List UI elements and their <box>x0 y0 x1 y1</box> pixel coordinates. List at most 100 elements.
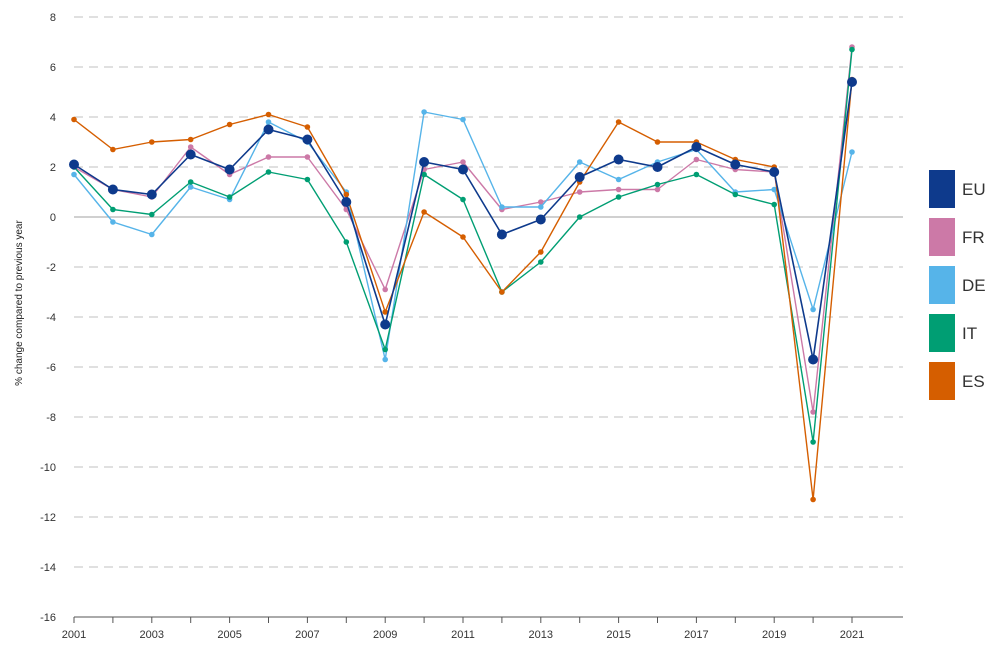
data-point-es[interactable] <box>149 139 155 145</box>
data-point-es[interactable] <box>654 139 661 145</box>
data-point-it[interactable] <box>187 179 194 185</box>
x-tick-label: 2019 <box>762 629 786 641</box>
data-point-de[interactable] <box>382 356 389 363</box>
data-point-eu[interactable] <box>419 157 430 167</box>
data-point-eu[interactable] <box>808 354 819 365</box>
data-point-de[interactable] <box>265 119 272 125</box>
legend-item-fr[interactable]: FR <box>929 218 985 256</box>
data-point-de[interactable] <box>849 149 855 155</box>
data-point-es[interactable] <box>226 121 233 128</box>
x-tick-label: 2005 <box>217 629 241 641</box>
series-it <box>71 46 855 445</box>
data-point-eu[interactable] <box>652 162 663 172</box>
data-point-eu[interactable] <box>769 167 780 177</box>
data-point-it[interactable] <box>615 194 622 200</box>
data-point-es[interactable] <box>538 249 544 255</box>
data-point-it[interactable] <box>226 194 233 200</box>
data-point-de[interactable] <box>576 159 583 165</box>
data-point-es[interactable] <box>615 119 622 125</box>
data-point-eu[interactable] <box>458 164 468 175</box>
data-point-fr[interactable] <box>654 186 661 193</box>
data-point-eu[interactable] <box>302 134 313 145</box>
data-point-fr[interactable] <box>265 154 272 160</box>
data-point-it[interactable] <box>265 169 272 175</box>
data-point-fr[interactable] <box>538 199 544 205</box>
data-point-eu[interactable] <box>613 154 624 165</box>
data-point-es[interactable] <box>499 289 505 295</box>
data-point-it[interactable] <box>849 46 855 53</box>
data-point-eu[interactable] <box>380 319 391 330</box>
data-point-eu[interactable] <box>224 164 235 175</box>
data-point-es[interactable] <box>343 191 350 198</box>
data-point-es[interactable] <box>382 309 389 315</box>
data-point-it[interactable] <box>771 201 777 208</box>
data-point-fr[interactable] <box>382 286 389 293</box>
data-point-it[interactable] <box>810 439 816 445</box>
legend-item-eu[interactable]: EU <box>929 170 986 208</box>
data-point-de[interactable] <box>71 171 77 178</box>
data-point-eu[interactable] <box>535 214 546 225</box>
data-point-eu[interactable] <box>574 172 585 182</box>
data-point-it[interactable] <box>654 181 661 188</box>
data-point-it[interactable] <box>576 214 583 220</box>
data-point-de[interactable] <box>187 184 194 190</box>
data-point-eu[interactable] <box>730 159 741 170</box>
data-point-de[interactable] <box>149 231 155 238</box>
data-point-fr[interactable] <box>693 156 700 163</box>
data-point-eu[interactable] <box>341 197 352 207</box>
data-point-de[interactable] <box>538 204 544 210</box>
data-point-it[interactable] <box>693 171 700 178</box>
data-point-eu[interactable] <box>185 149 196 160</box>
data-point-it[interactable] <box>110 206 116 213</box>
data-point-eu[interactable] <box>847 77 857 87</box>
data-point-de[interactable] <box>771 186 777 193</box>
data-point-it[interactable] <box>538 259 544 265</box>
data-point-fr[interactable] <box>576 189 583 195</box>
series-es <box>71 76 855 503</box>
legend: EU FR DE IT ES <box>929 170 986 400</box>
data-point-eu[interactable] <box>107 184 118 195</box>
data-point-de[interactable] <box>810 306 816 313</box>
data-point-eu[interactable] <box>146 189 157 200</box>
legend-item-es[interactable]: ES <box>929 362 985 400</box>
data-point-es[interactable] <box>304 124 311 130</box>
data-point-eu[interactable] <box>69 159 79 170</box>
data-point-it[interactable] <box>421 171 427 178</box>
x-tick-label: 2001 <box>62 629 86 641</box>
data-point-it[interactable] <box>343 239 350 245</box>
data-point-de[interactable] <box>110 219 116 225</box>
data-point-de[interactable] <box>460 116 466 123</box>
y-axis: -16 -14 -12 -10 -8 -6 -4 -2 0 2 4 6 8 <box>40 12 56 624</box>
legend-item-de[interactable]: DE <box>929 266 986 304</box>
data-point-it[interactable] <box>460 196 466 203</box>
data-point-it[interactable] <box>149 211 155 218</box>
legend-item-it[interactable]: IT <box>929 314 977 352</box>
data-point-fr[interactable] <box>187 144 194 150</box>
series-fr <box>71 44 855 415</box>
data-point-fr[interactable] <box>304 154 311 160</box>
y-tick-label: -12 <box>40 512 56 524</box>
data-point-it[interactable] <box>382 346 389 353</box>
data-point-es[interactable] <box>187 136 194 143</box>
legend-label: EU <box>962 180 986 199</box>
y-tick-label: 8 <box>50 12 56 24</box>
data-point-de[interactable] <box>421 109 427 115</box>
data-point-es[interactable] <box>460 234 466 240</box>
data-point-es[interactable] <box>265 111 272 118</box>
data-point-it[interactable] <box>732 191 739 198</box>
data-point-eu[interactable] <box>263 124 274 135</box>
data-point-fr[interactable] <box>460 159 466 165</box>
data-point-es[interactable] <box>110 146 116 153</box>
data-point-it[interactable] <box>304 176 311 183</box>
data-point-eu[interactable] <box>496 229 507 240</box>
legend-swatch <box>929 314 955 352</box>
data-point-de[interactable] <box>615 176 622 183</box>
data-point-fr[interactable] <box>810 409 816 415</box>
data-point-es[interactable] <box>71 116 77 123</box>
data-point-fr[interactable] <box>615 186 622 193</box>
data-point-de[interactable] <box>499 204 505 210</box>
data-point-eu[interactable] <box>691 142 702 152</box>
data-point-es[interactable] <box>421 209 427 215</box>
data-point-es[interactable] <box>810 496 816 503</box>
